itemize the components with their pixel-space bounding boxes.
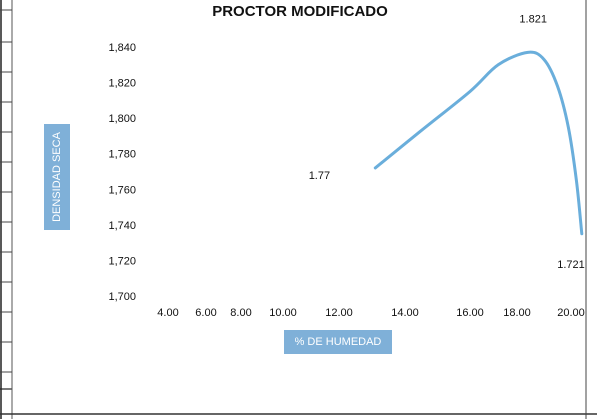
y-axis-ticks: 1,700 1,720 1,740 1,760 1,780 1,800 1,820 1,840: [108, 42, 136, 303]
x-axis-ticks: 4.00 6.00 8.00 10.00 12.00 14.00 16.00 18.00 20.…: [157, 307, 584, 319]
y-tick-label: 1,800: [108, 113, 136, 125]
x-axis-label-box: % DE HUMEDAD: [284, 330, 392, 354]
x-tick-label: 20.00: [557, 307, 585, 319]
y-tick-label: 1,720: [108, 255, 136, 267]
x-tick-label: 10.00: [269, 307, 297, 319]
y-tick-label: 1,840: [108, 42, 136, 54]
chart-title: PROCTOR MODIFICADO: [150, 3, 450, 20]
data-annotations: 1.821 1.77 1.721: [309, 14, 585, 271]
data-label: 1.721: [557, 259, 585, 271]
data-label: 1.821: [519, 14, 547, 26]
series-lines: [375, 52, 582, 234]
x-tick-label: 6.00: [195, 307, 216, 319]
y-tick-label: 1,700: [108, 291, 136, 303]
y-axis-label-box: DENSIDAD SECA: [44, 124, 70, 230]
x-tick-label: 8.00: [230, 307, 251, 319]
data-label: 1.77: [309, 170, 330, 182]
x-axis-label: % DE HUMEDAD: [295, 336, 382, 348]
x-tick-label: 18.00: [503, 307, 531, 319]
y-tick-label: 1,780: [108, 149, 136, 161]
y-axis-label: DENSIDAD SECA: [51, 132, 63, 222]
x-tick-label: 14.00: [391, 307, 419, 319]
y-tick-label: 1,820: [108, 78, 136, 90]
y-tick-label: 1,740: [108, 220, 136, 232]
series-line: [375, 52, 582, 234]
x-tick-label: 12.00: [325, 307, 353, 319]
x-tick-label: 4.00: [157, 307, 178, 319]
y-tick-label: 1,760: [108, 184, 136, 196]
x-tick-label: 16.00: [456, 307, 484, 319]
